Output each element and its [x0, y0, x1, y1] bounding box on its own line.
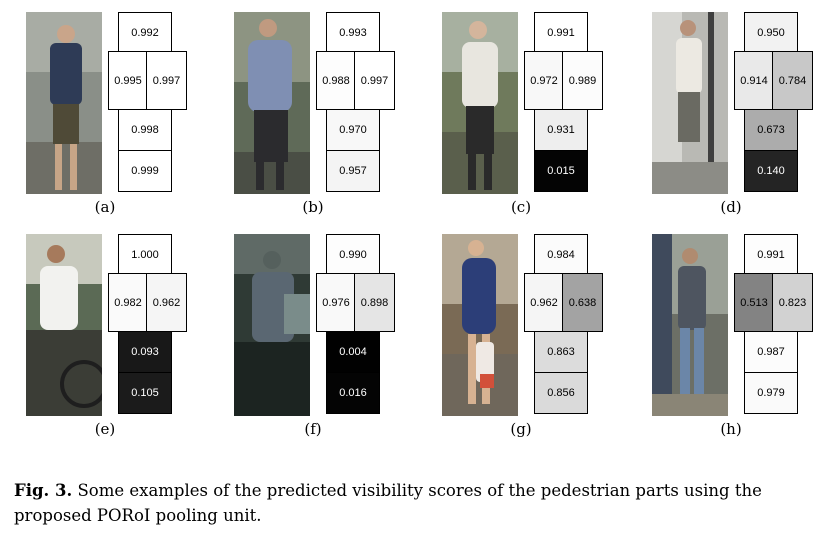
score-right-torso: 0.962: [146, 273, 187, 332]
pedestrian-photo: [442, 234, 518, 416]
visibility-grid: 0.991 0.972 0.989 0.931 0.015: [524, 12, 604, 194]
score-right-torso: 0.997: [354, 51, 395, 110]
score-lower-leg: 0.856: [534, 372, 588, 414]
score-upper-leg: 0.970: [326, 109, 380, 151]
panel-label: (b): [302, 198, 324, 216]
score-lower-leg: 0.979: [744, 372, 798, 414]
score-head: 0.984: [534, 234, 588, 275]
pedestrian-photo: [652, 234, 728, 416]
panel-d: 0.950 0.914 0.784 0.673 0.140 (d): [652, 12, 833, 232]
pedestrian-photo: [234, 234, 310, 416]
score-head: 0.950: [744, 12, 798, 53]
score-right-torso: 0.997: [146, 51, 187, 110]
score-head: 0.991: [744, 234, 798, 275]
score-lower-leg: 0.016: [326, 372, 380, 414]
panel-a: 0.992 0.995 0.997 0.998 0.999 (a): [26, 12, 226, 232]
panel-h: 0.991 0.513 0.823 0.987 0.979 (h): [652, 234, 833, 454]
score-left-torso: 0.988: [316, 51, 356, 110]
score-head: 0.990: [326, 234, 380, 275]
score-right-torso: 0.784: [772, 51, 813, 110]
score-left-torso: 0.513: [734, 273, 774, 332]
score-left-torso: 0.914: [734, 51, 774, 110]
score-left-torso: 0.995: [108, 51, 148, 110]
score-upper-leg: 0.987: [744, 331, 798, 373]
score-right-torso: 0.638: [562, 273, 603, 332]
score-head: 1.000: [118, 234, 172, 275]
visibility-grid: 0.993 0.988 0.997 0.970 0.957: [316, 12, 396, 194]
panel-label: (c): [510, 198, 532, 216]
score-lower-leg: 0.999: [118, 150, 172, 192]
score-left-torso: 0.982: [108, 273, 148, 332]
caption-text: Some examples of the predicted visibilit…: [14, 481, 762, 525]
score-upper-leg: 0.863: [534, 331, 588, 373]
panel-label: (d): [720, 198, 742, 216]
score-right-torso: 0.989: [562, 51, 603, 110]
visibility-grid: 0.992 0.995 0.997 0.998 0.999: [108, 12, 188, 194]
score-lower-leg: 0.015: [534, 150, 588, 192]
caption-prefix: Fig. 3.: [14, 481, 73, 500]
panel-c: 0.991 0.972 0.989 0.931 0.015 (c): [442, 12, 642, 232]
score-right-torso: 0.823: [772, 273, 813, 332]
visibility-grid: 1.000 0.982 0.962 0.093 0.105: [108, 234, 188, 416]
visibility-grid: 0.990 0.976 0.898 0.004 0.016: [316, 234, 396, 416]
score-upper-leg: 0.998: [118, 109, 172, 151]
figure-caption: Fig. 3. Some examples of the predicted v…: [14, 478, 824, 528]
visibility-grid: 0.991 0.513 0.823 0.987 0.979: [734, 234, 814, 416]
score-lower-leg: 0.105: [118, 372, 172, 414]
panel-b: 0.993 0.988 0.997 0.970 0.957 (b): [234, 12, 434, 232]
panel-label: (f): [304, 420, 322, 438]
score-left-torso: 0.976: [316, 273, 356, 332]
visibility-grid: 0.984 0.962 0.638 0.863 0.856: [524, 234, 604, 416]
score-lower-leg: 0.140: [744, 150, 798, 192]
score-lower-leg: 0.957: [326, 150, 380, 192]
visibility-grid: 0.950 0.914 0.784 0.673 0.140: [734, 12, 814, 194]
score-head: 0.992: [118, 12, 172, 53]
panel-g: 0.984 0.962 0.638 0.863 0.856 (g): [442, 234, 642, 454]
panel-label: (a): [94, 198, 116, 216]
pedestrian-photo: [234, 12, 310, 194]
score-head: 0.991: [534, 12, 588, 53]
panel-f: 0.990 0.976 0.898 0.004 0.016 (f): [234, 234, 434, 454]
score-upper-leg: 0.004: [326, 331, 380, 373]
panel-label: (e): [94, 420, 116, 438]
panel-label: (g): [510, 420, 532, 438]
score-upper-leg: 0.673: [744, 109, 798, 151]
score-upper-leg: 0.093: [118, 331, 172, 373]
pedestrian-photo: [652, 12, 728, 194]
panel-label: (h): [720, 420, 742, 438]
pedestrian-photo: [26, 234, 102, 416]
score-right-torso: 0.898: [354, 273, 395, 332]
panel-e: 1.000 0.982 0.962 0.093 0.105 (e): [26, 234, 226, 454]
score-head: 0.993: [326, 12, 380, 53]
score-left-torso: 0.972: [524, 51, 564, 110]
score-left-torso: 0.962: [524, 273, 564, 332]
pedestrian-photo: [26, 12, 102, 194]
score-upper-leg: 0.931: [534, 109, 588, 151]
pedestrian-photo: [442, 12, 518, 194]
